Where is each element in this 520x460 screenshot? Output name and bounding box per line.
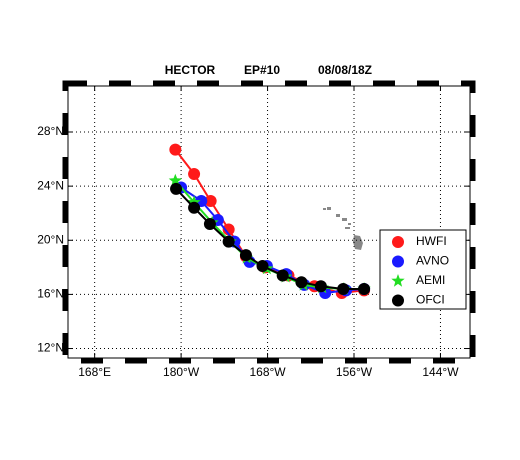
y-tick-label: 12°N <box>37 341 64 355</box>
legend-label: OFCI <box>416 293 445 307</box>
track-point <box>337 282 350 295</box>
track-point <box>222 223 235 236</box>
legend-marker <box>392 255 404 268</box>
track-point <box>170 182 183 195</box>
legend-label: HWFI <box>416 234 447 248</box>
track-point <box>222 235 235 248</box>
x-tick-label: 180°W <box>163 365 200 379</box>
legend-marker <box>391 274 405 287</box>
legend-marker <box>392 236 404 248</box>
track-point <box>188 167 201 180</box>
track-point <box>169 143 182 156</box>
track-point <box>314 280 327 293</box>
legend-label: AEMI <box>416 273 445 287</box>
plot-area <box>68 86 470 358</box>
frame-bars <box>62 80 476 364</box>
track-point <box>204 195 217 208</box>
track-point <box>168 173 182 187</box>
datetime: 08/08/18Z <box>318 63 372 77</box>
track-point <box>358 282 371 295</box>
legend-label: AVNO <box>416 254 449 268</box>
x-tick-label: 168°W <box>249 365 286 379</box>
storm-id: EP#10 <box>244 63 280 77</box>
track-point <box>239 249 252 262</box>
x-tick-label: 156°W <box>336 365 373 379</box>
y-tick-label: 28°N <box>37 124 64 138</box>
track-point <box>295 276 308 289</box>
track-point <box>187 195 201 208</box>
x-tick-label: 144°W <box>422 365 459 379</box>
x-tick-label: 168°E <box>78 365 111 379</box>
hawaiian-islands <box>323 207 363 250</box>
frame <box>67 85 471 359</box>
track-point <box>203 218 216 231</box>
track-point <box>188 201 201 214</box>
legend-marker <box>392 294 404 307</box>
y-tick-label: 16°N <box>37 287 64 301</box>
y-tick-label: 20°N <box>37 232 64 246</box>
y-tick-label: 24°N <box>37 178 64 192</box>
track-point <box>256 259 269 272</box>
track-point <box>276 269 289 282</box>
chart-title: HECTOR <box>165 63 216 77</box>
